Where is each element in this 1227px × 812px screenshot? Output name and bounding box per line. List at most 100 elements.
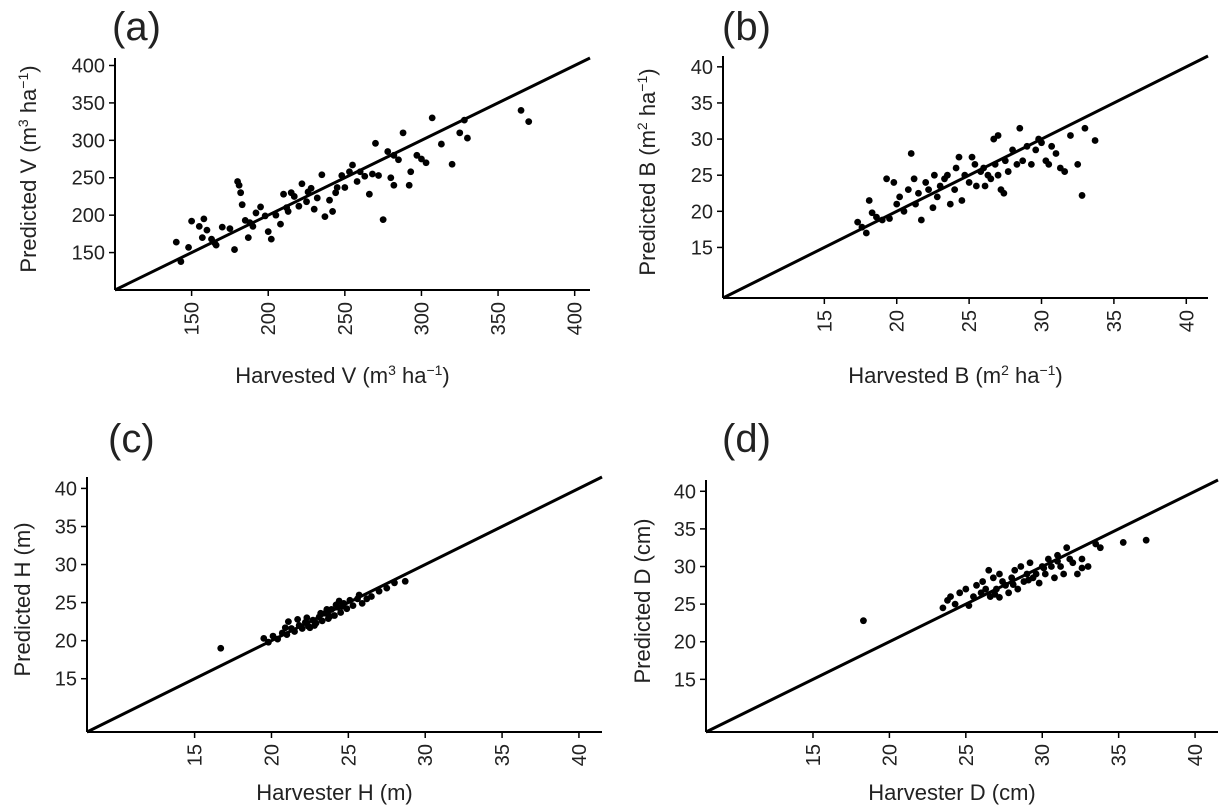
data-point	[1009, 146, 1016, 154]
data-point	[252, 209, 260, 217]
data-point	[1084, 563, 1092, 570]
data-point	[349, 161, 356, 169]
data-point	[231, 246, 238, 253]
data-point	[854, 218, 862, 226]
y-tick-label: 35	[674, 519, 696, 541]
data-point	[1025, 576, 1032, 584]
data-point	[1000, 189, 1008, 197]
data-point	[989, 574, 997, 582]
data-point	[375, 587, 383, 595]
data-point	[188, 217, 196, 225]
data-point	[277, 220, 284, 228]
data-point	[991, 160, 999, 168]
data-point	[951, 186, 959, 194]
data-point	[952, 164, 960, 172]
x-tick-label: 30	[1032, 310, 1054, 332]
data-point	[460, 116, 468, 124]
data-point	[294, 615, 302, 623]
data-point	[291, 628, 298, 635]
data-point	[987, 175, 995, 183]
data-point	[307, 184, 315, 192]
data-point	[326, 196, 333, 204]
y-axis-title: Predicted H (m)	[10, 522, 35, 676]
data-point	[933, 193, 941, 201]
data-point	[395, 156, 402, 164]
x-tick-label: 150	[182, 302, 204, 335]
y-axis-title: Predicted D (cm)	[630, 518, 655, 683]
data-point	[326, 612, 334, 620]
data-point	[992, 585, 1000, 593]
data-point	[217, 644, 225, 652]
x-tick-label: 40	[1176, 310, 1198, 332]
data-point	[346, 596, 354, 604]
data-point	[1073, 570, 1081, 578]
panel-label: (d)	[722, 417, 771, 461]
data-point	[1142, 536, 1150, 544]
y-tick-label: 350	[72, 93, 105, 115]
one-to-one-line	[705, 478, 1219, 734]
data-point	[390, 151, 398, 159]
data-point	[981, 182, 989, 190]
data-point	[200, 215, 208, 223]
data-point	[244, 234, 252, 242]
data-point	[1009, 581, 1017, 588]
one-to-one-line	[114, 56, 591, 292]
data-point	[862, 229, 870, 237]
y-tick-label: 30	[691, 129, 713, 151]
data-point	[298, 625, 306, 632]
x-tick-label: 30	[415, 744, 437, 766]
data-point	[1017, 563, 1025, 570]
data-point	[912, 200, 919, 208]
data-point	[355, 591, 363, 599]
data-point	[973, 581, 980, 589]
data-point	[185, 243, 192, 251]
y-tick-label: 400	[72, 55, 105, 77]
x-tick-label: 350	[488, 302, 510, 335]
data-point	[1013, 160, 1021, 168]
data-point	[994, 132, 1002, 139]
data-point	[369, 170, 376, 178]
x-tick-label: 20	[887, 310, 909, 332]
data-point	[390, 181, 398, 189]
data-point	[1038, 139, 1045, 147]
data-point	[177, 258, 185, 265]
data-point	[1027, 160, 1035, 168]
data-point	[249, 222, 257, 230]
data-point	[372, 139, 379, 147]
data-point	[1078, 192, 1086, 199]
data-point	[958, 197, 966, 204]
data-point	[929, 204, 937, 212]
y-tick-label: 25	[674, 594, 696, 616]
x-axis-title: Harvested B (m2 ha−1)	[848, 362, 1063, 388]
data-point	[284, 618, 292, 626]
data-point	[341, 184, 349, 191]
data-point	[939, 604, 947, 612]
data-point	[860, 617, 867, 625]
data-point	[1081, 124, 1089, 132]
data-point	[972, 182, 980, 190]
data-point	[338, 603, 346, 610]
data-point	[1078, 555, 1086, 563]
data-point	[323, 606, 331, 613]
panel-label: (b)	[722, 5, 771, 49]
data-point	[971, 160, 979, 168]
x-tick-label: 300	[411, 302, 433, 335]
data-point	[1001, 157, 1009, 165]
data-point	[868, 209, 876, 217]
y-tick-label: 25	[691, 165, 713, 187]
x-tick-label: 40	[569, 744, 591, 766]
data-point	[904, 186, 912, 194]
data-point	[317, 609, 325, 617]
panel-d: (d) 15 20 25 30 35 40 15 20 25 30 35 40 Harvester D (…	[630, 417, 1219, 805]
data-point	[257, 203, 264, 211]
data-point	[332, 601, 340, 609]
data-point	[464, 134, 471, 142]
data-point	[260, 634, 268, 642]
data-point	[195, 222, 203, 230]
data-point	[1092, 540, 1100, 548]
data-point	[318, 171, 326, 179]
data-point	[237, 189, 245, 197]
data-point	[1078, 564, 1086, 572]
data-point	[1054, 551, 1061, 559]
data-point	[428, 114, 436, 122]
